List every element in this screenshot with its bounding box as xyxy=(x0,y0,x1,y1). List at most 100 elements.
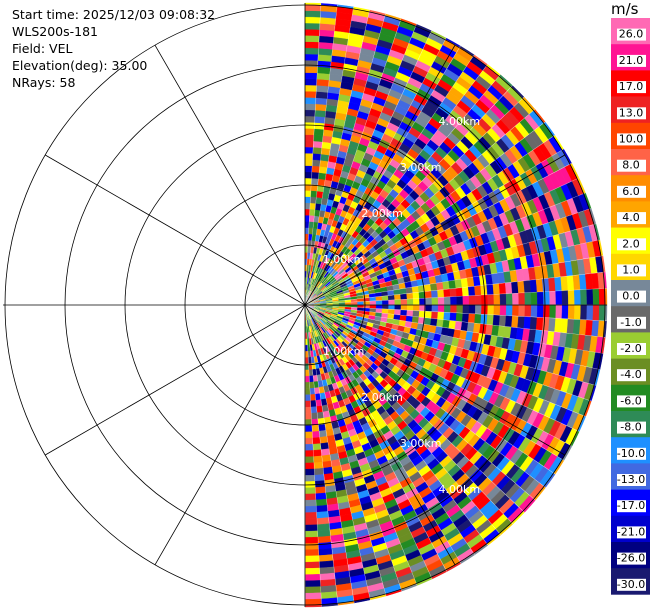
velocity-cell xyxy=(493,294,501,306)
velocity-cell xyxy=(309,394,316,402)
velocity-cell xyxy=(317,66,332,75)
velocity-cell xyxy=(311,171,320,179)
velocity-cell xyxy=(580,304,588,321)
velocity-cell xyxy=(318,554,334,563)
velocity-cell xyxy=(304,561,320,569)
velocity-cell xyxy=(443,296,451,306)
velocity-cell xyxy=(382,300,389,306)
velocity-cell xyxy=(535,278,544,293)
velocity-cell xyxy=(304,505,317,513)
velocity-cell xyxy=(304,202,311,210)
colorbar-tick-label: 21.0 xyxy=(619,54,644,67)
velocity-cell xyxy=(304,388,311,396)
velocity-cell xyxy=(312,455,323,464)
velocity-cell xyxy=(304,66,319,74)
azimuth-spoke xyxy=(44,304,306,456)
velocity-cell xyxy=(304,190,312,198)
velocity-cell xyxy=(311,177,319,186)
velocity-cell xyxy=(315,91,329,99)
velocity-cell xyxy=(304,462,315,470)
velocity-cell xyxy=(406,298,414,306)
velocity-cell xyxy=(304,146,314,154)
colorbar-tick-label: -2.0 xyxy=(620,342,641,355)
velocity-cell xyxy=(523,280,532,294)
colorbar-tick-bg xyxy=(617,28,646,41)
velocity-cell xyxy=(314,486,326,494)
nrays-label: NRays: 58 xyxy=(12,75,76,90)
velocity-cell xyxy=(474,313,482,325)
colorbar-tick-bg xyxy=(617,316,646,329)
velocity-cell xyxy=(425,304,433,313)
velocity-cell xyxy=(543,304,551,319)
velocity-cell xyxy=(431,304,439,313)
velocity-cell xyxy=(304,134,315,142)
colorbar-tick-bg xyxy=(617,369,646,382)
velocity-cell xyxy=(304,369,310,377)
velocity-cell xyxy=(310,406,317,414)
velocity-cell xyxy=(437,289,445,299)
velocity-cell xyxy=(486,284,494,296)
velocity-cell xyxy=(304,28,321,37)
velocity-cell xyxy=(319,442,329,450)
colorbar-unit: m/s xyxy=(611,0,639,18)
colorbar-tick-label: 1.0 xyxy=(622,263,640,276)
velocity-cell xyxy=(304,2,322,6)
velocity-cell xyxy=(561,290,569,306)
start-time: Start time: 2025/12/03 09:08:32 xyxy=(12,7,216,22)
velocity-cell xyxy=(304,443,314,451)
colorbar-tick-bg xyxy=(617,185,646,198)
velocity-cell xyxy=(512,304,520,317)
velocity-cell xyxy=(304,10,322,18)
velocity-cell xyxy=(586,304,594,321)
velocity-cell xyxy=(314,492,327,501)
velocity-cell xyxy=(304,16,321,24)
velocity-cell xyxy=(304,400,311,408)
velocity-cell xyxy=(468,304,476,315)
colorbar-tick-label: 17.0 xyxy=(619,80,644,93)
colorbar-tick-label: 10.0 xyxy=(619,132,644,145)
velocity-cell xyxy=(449,312,457,322)
velocity-cell xyxy=(311,424,319,433)
velocity-cell xyxy=(314,116,326,124)
velocity-cell xyxy=(487,304,495,316)
velocity-cell xyxy=(304,22,321,30)
velocity-cell xyxy=(505,293,513,306)
colorbar-tick-label: -13.0 xyxy=(617,473,645,486)
velocity-cell xyxy=(443,304,451,314)
velocity-cell xyxy=(524,304,532,318)
velocity-cell xyxy=(317,60,332,69)
velocity-cell xyxy=(304,140,315,148)
velocity-cell xyxy=(318,560,334,569)
velocity-cell xyxy=(543,291,551,306)
velocity-cell xyxy=(511,281,519,295)
velocity-cell xyxy=(304,530,318,538)
velocity-cell xyxy=(394,299,402,306)
info-block: Start time: 2025/12/03 09:08:32 WLS200s-… xyxy=(12,6,215,91)
velocity-cell xyxy=(505,304,513,317)
velocity-cell xyxy=(511,315,519,329)
velocity-cell xyxy=(549,291,557,306)
velocity-cell xyxy=(315,511,329,519)
velocity-cell xyxy=(304,165,313,173)
velocity-cell xyxy=(431,297,439,306)
field-label: Field: VEL xyxy=(12,41,73,56)
velocity-cell xyxy=(592,304,600,322)
velocity-cell xyxy=(316,523,330,532)
azimuth-spoke xyxy=(44,154,306,306)
velocity-cell xyxy=(424,311,433,319)
colorbar-tick-bg xyxy=(617,395,646,408)
velocity-cell xyxy=(304,493,316,501)
velocity-cell xyxy=(315,498,328,507)
velocity-field xyxy=(304,2,608,608)
velocity-cell xyxy=(304,450,314,458)
velocity-cell xyxy=(317,423,326,432)
velocity-cell xyxy=(450,296,458,306)
velocity-cell xyxy=(462,295,470,306)
colorbar-tick-label: -10.0 xyxy=(617,447,645,460)
velocity-cell xyxy=(461,286,470,297)
velocity-cell xyxy=(311,165,321,173)
velocity-cell xyxy=(536,304,544,319)
velocity-cell xyxy=(318,47,334,56)
velocity-cell xyxy=(304,103,317,111)
velocity-cell xyxy=(316,78,330,87)
